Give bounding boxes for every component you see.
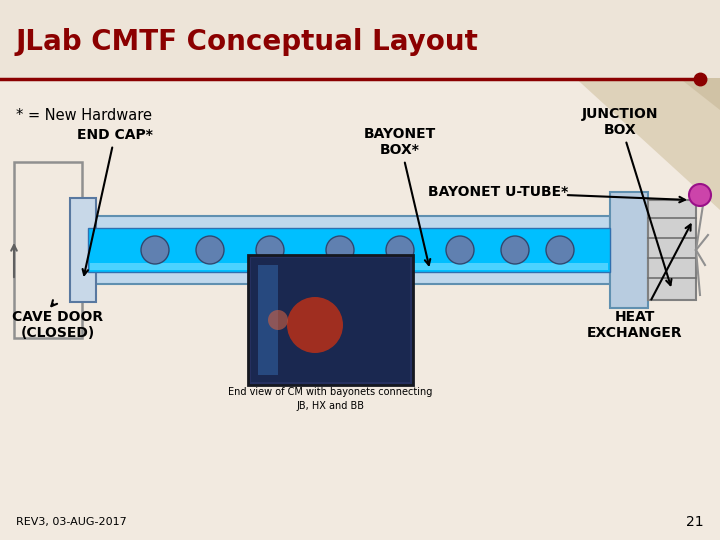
- Circle shape: [268, 310, 288, 330]
- Bar: [88, 228, 610, 272]
- Bar: [14, 162, 82, 338]
- Circle shape: [287, 297, 343, 353]
- Text: BAYONET
BOX*: BAYONET BOX*: [364, 127, 436, 265]
- Polygon shape: [580, 0, 720, 110]
- Circle shape: [196, 236, 224, 264]
- Bar: [648, 200, 696, 300]
- Text: BAYONET U-TUBE*: BAYONET U-TUBE*: [428, 185, 568, 199]
- Text: HEAT
EXCHANGER: HEAT EXCHANGER: [588, 310, 683, 340]
- Text: END CAP*: END CAP*: [77, 128, 153, 275]
- Polygon shape: [490, 0, 720, 210]
- Bar: [251, 258, 410, 382]
- Bar: [90, 263, 608, 270]
- Circle shape: [446, 236, 474, 264]
- Circle shape: [326, 236, 354, 264]
- Bar: [88, 216, 610, 284]
- Circle shape: [501, 236, 529, 264]
- Text: CAVE DOOR
(CLOSED): CAVE DOOR (CLOSED): [12, 310, 104, 340]
- Circle shape: [689, 184, 711, 206]
- Text: End view of CM with bayonets connecting
JB, HX and BB: End view of CM with bayonets connecting …: [228, 387, 433, 411]
- Bar: [248, 255, 413, 385]
- Bar: [610, 192, 648, 308]
- Circle shape: [386, 236, 414, 264]
- Circle shape: [546, 236, 574, 264]
- Bar: [70, 198, 96, 302]
- Text: REV3, 03-AUG-2017: REV3, 03-AUG-2017: [16, 517, 127, 527]
- Text: 21: 21: [686, 515, 704, 529]
- Text: JUNCTION
BOX: JUNCTION BOX: [582, 107, 672, 285]
- Bar: [0, 0, 720, 78]
- Bar: [258, 265, 278, 375]
- Text: * = New Hardware: * = New Hardware: [16, 107, 152, 123]
- Text: JLab CMTF Conceptual Layout: JLab CMTF Conceptual Layout: [16, 28, 479, 56]
- Circle shape: [256, 236, 284, 264]
- Circle shape: [141, 236, 169, 264]
